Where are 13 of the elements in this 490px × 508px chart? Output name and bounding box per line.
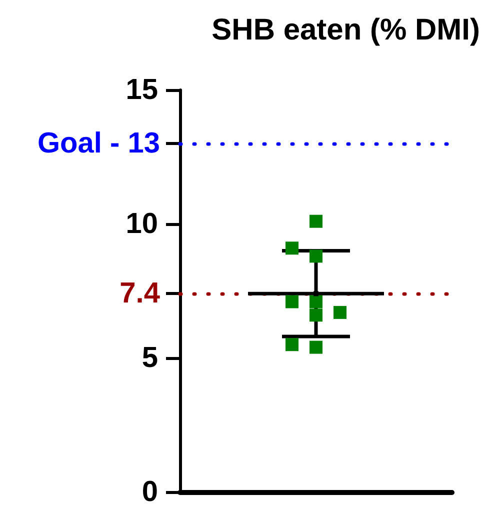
y-tick-label: 5 <box>142 342 158 374</box>
point <box>310 295 322 308</box>
point <box>310 214 322 228</box>
y-tick-label: 15 <box>126 74 158 106</box>
y-tick-label: 0 <box>142 476 158 508</box>
y-tick-label: 10 <box>126 208 158 240</box>
point <box>310 340 322 354</box>
ref-line-label: 7.4 <box>120 278 160 310</box>
point <box>314 291 318 296</box>
chart-title: SHB eaten (% DMI) <box>212 14 480 46</box>
point <box>310 250 322 263</box>
point <box>310 308 322 322</box>
ref-line-label: Goal - 13 <box>38 128 160 160</box>
